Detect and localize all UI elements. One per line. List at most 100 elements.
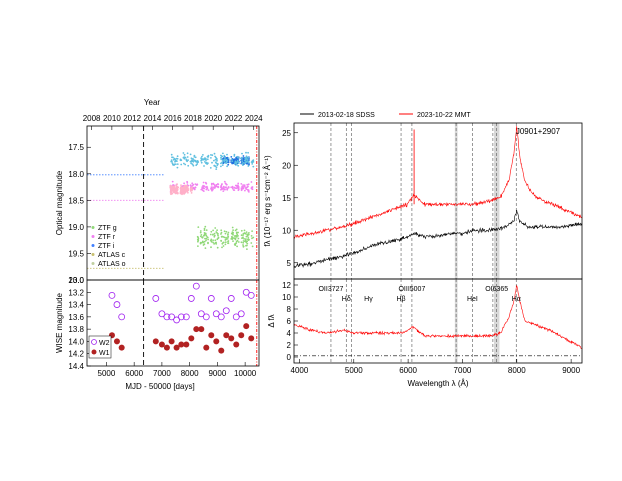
optical-point xyxy=(172,163,174,166)
w2-point xyxy=(197,310,205,318)
optical-ytick-label: 19.5 xyxy=(68,249,84,258)
top-axis-label: Year xyxy=(144,98,161,107)
optical-point xyxy=(227,157,230,160)
legend-label: 2013-02-18 SDSS xyxy=(318,112,375,119)
optical-point xyxy=(203,187,206,190)
optical-point xyxy=(246,183,249,186)
optical-point xyxy=(210,157,212,159)
optical-point xyxy=(234,162,237,164)
legend-label: 2023-10-22 MMT xyxy=(417,112,471,119)
optical-point xyxy=(231,187,234,190)
optical-point xyxy=(190,192,193,194)
optical-point xyxy=(200,161,203,164)
optical-point xyxy=(199,230,202,232)
object-name: J0901+2907 xyxy=(516,127,561,136)
optical-point xyxy=(212,186,214,189)
optical-point xyxy=(197,240,199,243)
optical-point xyxy=(190,160,193,163)
w1-point xyxy=(178,341,185,348)
w1-point xyxy=(243,323,250,330)
w1-point xyxy=(193,326,200,333)
w2-point xyxy=(187,295,195,302)
optical-point xyxy=(237,164,240,167)
legend-marker xyxy=(91,235,95,238)
w2-point xyxy=(237,310,245,318)
optical-point xyxy=(214,239,217,242)
spectra-panel: 5 10 15 20 25 fλ (10⁻¹⁷ erg s⁻¹cm⁻² Å⁻¹) J09… xyxy=(263,112,583,280)
optical-point xyxy=(173,185,176,187)
optical-point xyxy=(251,163,254,165)
optical-point xyxy=(210,240,213,243)
optical-point xyxy=(232,233,234,236)
optical-point xyxy=(236,155,239,158)
optical-point xyxy=(232,162,235,164)
optical-point xyxy=(201,236,204,239)
optical-point xyxy=(184,189,187,191)
optical-point xyxy=(194,156,197,159)
w1-point xyxy=(228,335,235,342)
difference-x-ticks: 4000 5000 6000 7000 8000 9000 xyxy=(291,359,581,375)
optical-y-ticks: 17.5 18.0 18.5 19.0 19.5 20.0 xyxy=(68,143,91,285)
optical-point xyxy=(194,186,197,189)
optical-point xyxy=(175,187,178,190)
w1-point xyxy=(188,335,195,342)
wise-y-ticks: 13.0 13.2 13.4 13.6 13.8 14.0 14.2 14.4 xyxy=(68,276,91,371)
difference-ytick-label: 8 xyxy=(287,305,292,314)
optical-point xyxy=(242,240,245,242)
difference-xtick-label: 7000 xyxy=(454,366,472,375)
optical-point xyxy=(202,154,204,156)
optical-ytick-label: 19.0 xyxy=(68,223,84,232)
w2-point xyxy=(217,313,225,321)
optical-point xyxy=(180,189,183,192)
optical-point xyxy=(176,183,179,186)
optical-point xyxy=(170,153,173,156)
optical-point xyxy=(224,241,227,244)
optical-point xyxy=(207,238,210,241)
legend-marker xyxy=(91,244,95,247)
optical-point xyxy=(248,232,250,234)
optical-point xyxy=(245,231,248,234)
spectra-grey-lines xyxy=(330,123,517,279)
optical-point xyxy=(247,183,250,186)
optical-point xyxy=(197,245,199,248)
optical-point xyxy=(234,184,237,187)
optical-point xyxy=(174,158,176,161)
wise-ylabel: WISE magnitude xyxy=(55,292,64,353)
sdss-spectrum xyxy=(293,210,583,269)
difference-spectrum xyxy=(293,285,583,349)
legend-marker xyxy=(91,349,97,355)
optical-point xyxy=(203,165,205,167)
optical-point xyxy=(187,189,190,191)
w2-point xyxy=(207,295,215,302)
optical-point xyxy=(232,237,235,239)
optical-point xyxy=(203,240,206,243)
difference-xtick-label: 9000 xyxy=(562,366,580,375)
optical-point xyxy=(216,231,218,234)
optical-point xyxy=(214,186,216,189)
optical-point xyxy=(251,245,254,248)
wise-x-ticks: 5000 6000 7000 8000 9000 10000 xyxy=(98,362,257,378)
w2-point xyxy=(163,313,171,321)
optical-point xyxy=(231,235,233,238)
optical-point xyxy=(186,160,189,163)
optical-point xyxy=(233,189,236,192)
optical-point xyxy=(245,162,248,165)
difference-grey-lines xyxy=(294,279,582,363)
wise-xtick-label: 5000 xyxy=(98,369,116,378)
optical-point xyxy=(186,187,189,190)
optical-point xyxy=(204,247,207,250)
optical-point xyxy=(204,225,207,228)
optical-point xyxy=(248,191,250,193)
optical-point xyxy=(184,185,187,188)
optical-point xyxy=(223,154,226,157)
difference-y-ticks: 0 2 4 6 8 10 12 xyxy=(282,281,298,362)
optical-point xyxy=(186,182,189,184)
optical-point xyxy=(225,162,228,164)
legend-marker xyxy=(91,253,95,256)
year-tick-label: 2020 xyxy=(204,114,222,123)
optical-point xyxy=(170,189,173,191)
optical-point xyxy=(227,242,230,245)
spectra-lines xyxy=(293,126,583,269)
optical-point xyxy=(231,226,234,229)
wise-xtick-label: 7000 xyxy=(153,369,171,378)
